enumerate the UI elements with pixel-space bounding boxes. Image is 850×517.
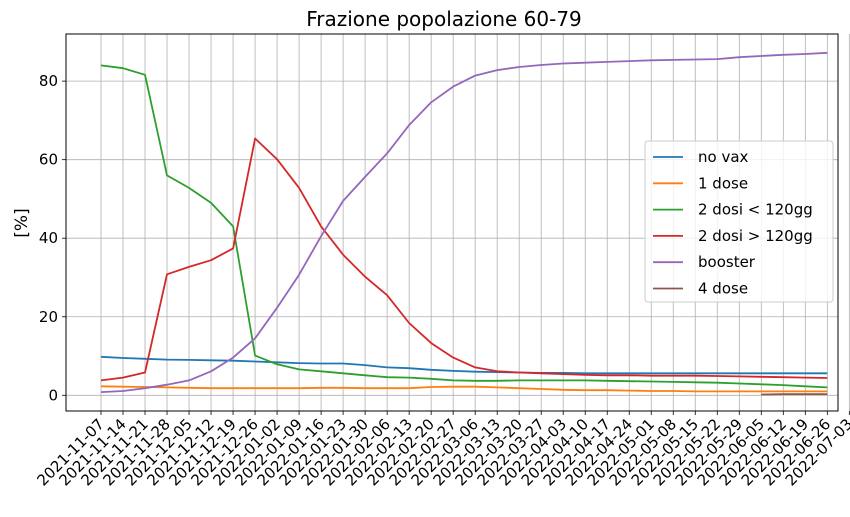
legend-label: 4 dose — [698, 280, 748, 298]
plot-frame — [65, 33, 839, 412]
legend-box — [644, 140, 834, 303]
legend-label: 1 dose — [698, 174, 748, 192]
series-line-booster — [100, 51, 828, 393]
y-tick-label: 40 — [39, 229, 58, 247]
series-line-2-dosi-120gg — [100, 64, 828, 389]
series-line-1-dose — [100, 385, 828, 393]
series-line-2-dosi-120gg — [100, 137, 828, 382]
y-tick-label: 20 — [39, 308, 58, 326]
legend: no vax 1 dose 2 dosi < 120gg 2 dosi > 120gg… — [644, 140, 834, 303]
y-tick-label: 80 — [39, 72, 58, 90]
legend-label: booster — [698, 253, 756, 271]
y-axis-ticks: 0 20 40 60 80 — [39, 72, 66, 404]
legend-label: 2 dosi > 120gg — [698, 227, 813, 245]
series-lines — [100, 51, 828, 396]
y-axis-label: [%] — [12, 208, 32, 237]
y-tick-label: 0 — [48, 386, 58, 404]
legend-label: no vax — [698, 148, 749, 166]
legend-label: 2 dosi < 120gg — [698, 201, 813, 219]
x-axis-ticks: 2021-11-072021-11-142021-11-212021-11-28… — [33, 411, 850, 489]
chart-title: Frazione popolazione 60-79 — [306, 7, 582, 31]
y-tick-label: 60 — [39, 151, 58, 169]
series-line-no-vax — [100, 355, 828, 375]
